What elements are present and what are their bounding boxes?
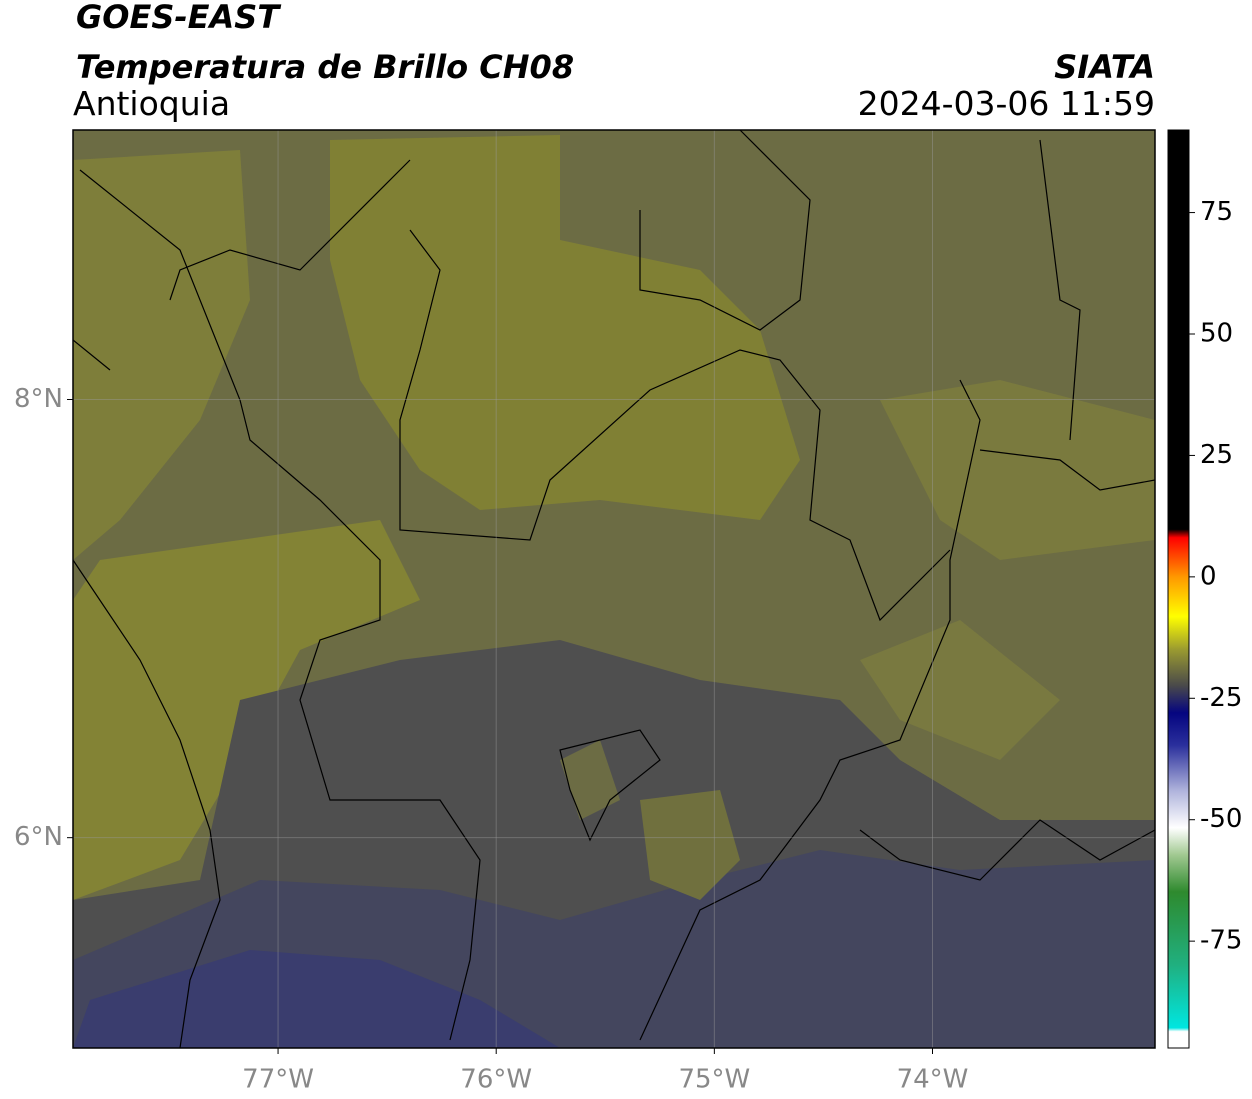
x-tick-label: 75°W bbox=[678, 1065, 750, 1095]
source: SIATA bbox=[1054, 48, 1155, 86]
colorbar-tick-label: -75 bbox=[1200, 926, 1242, 956]
map-image bbox=[73, 130, 1155, 1048]
y-tick-label: 6°N bbox=[14, 822, 63, 852]
y-tick-label: 8°N bbox=[14, 384, 63, 414]
x-tick-label: 77°W bbox=[242, 1065, 314, 1095]
region: Antioquia bbox=[73, 84, 230, 123]
colorbar-tick-label: -50 bbox=[1200, 804, 1242, 834]
colorbar-tick-label: -25 bbox=[1200, 683, 1242, 713]
title: GOES-EAST bbox=[76, 0, 281, 36]
colorbar-tick-label: 25 bbox=[1200, 440, 1233, 470]
colorbar bbox=[1167, 129, 1190, 1049]
colorbar-tick-label: 75 bbox=[1200, 197, 1233, 227]
colorbar-tick-label: 50 bbox=[1200, 319, 1233, 349]
colorbar-tick-label: 0 bbox=[1200, 561, 1217, 591]
map-frame bbox=[72, 129, 1156, 1049]
x-tick-label: 74°W bbox=[897, 1065, 969, 1095]
datetime: 2024-03-06 11:59 bbox=[858, 84, 1155, 123]
subtitle: Temperatura de Brillo CH08 bbox=[76, 48, 574, 86]
graticule bbox=[73, 130, 1155, 1048]
x-tick-label: 76°W bbox=[460, 1065, 532, 1095]
